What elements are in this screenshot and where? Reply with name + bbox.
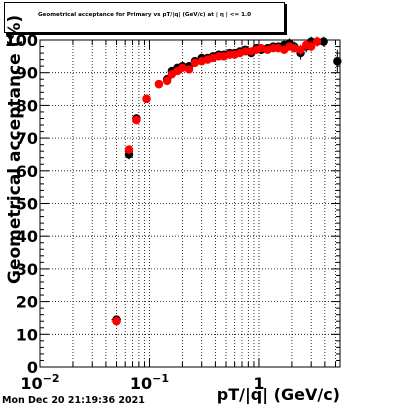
series-1 [111, 36, 342, 324]
data-point [241, 47, 250, 56]
data-point [190, 58, 200, 68]
series-2 [111, 36, 322, 326]
data-point [184, 65, 194, 74]
data-point [162, 76, 172, 86]
data-point [142, 94, 151, 104]
x-tick-label: 1 [253, 374, 264, 393]
y-tick-labels: 0 10 20 30 40 50 60 70 80 90 100 [5, 31, 38, 377]
x-tick-labels: 10−2 10−1 1 [20, 372, 264, 393]
y-tick-label: 60 [16, 162, 38, 181]
data-point [257, 43, 266, 53]
y-tick-label: 10 [16, 325, 38, 344]
grid [40, 40, 340, 367]
y-tick-label: 80 [16, 96, 38, 115]
y-tick-label: 0 [27, 358, 38, 377]
title-box: Geometrical acceptance for Primary vs pT… [4, 2, 285, 33]
data-point [290, 43, 299, 53]
y-tick-label: 90 [16, 64, 38, 83]
data-point [312, 37, 322, 46]
axis-ticks [39, 39, 340, 368]
data-points [111, 36, 342, 326]
timestamp: Mon Dec 20 21:19:36 2021 [2, 395, 145, 406]
x-tick-label: 10−1 [130, 372, 169, 393]
data-point [178, 63, 187, 72]
y-axis-label: Geometrical acceptance (%) [5, 15, 25, 284]
y-tick-label: 70 [16, 129, 38, 148]
y-tick-label: 100 [5, 31, 38, 50]
y-tick-label: 30 [16, 260, 38, 279]
data-point [319, 37, 328, 46]
data-point [333, 57, 342, 66]
data-point [306, 42, 316, 51]
data-point [132, 115, 141, 125]
x-tick-label: 10−2 [20, 372, 59, 393]
y-tick-label: 20 [16, 293, 38, 312]
x-axis-label: pT/|q| (GeV/c) [217, 385, 340, 405]
data-point [154, 79, 164, 89]
chart-title: Geometrical acceptance for Primary vs pT… [37, 12, 252, 18]
data-point [124, 145, 134, 154]
data-point [296, 45, 305, 55]
y-tick-label: 50 [16, 195, 38, 214]
y-tick-label: 40 [16, 227, 38, 246]
data-point [112, 317, 121, 326]
